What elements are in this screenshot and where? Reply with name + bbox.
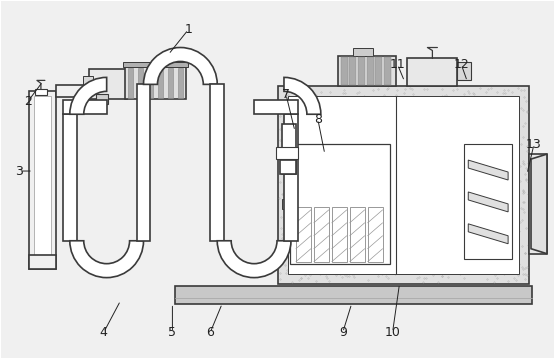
Bar — [338, 56, 396, 87]
Bar — [210, 84, 224, 241]
Text: 4: 4 — [100, 326, 108, 339]
Wedge shape — [70, 241, 144, 278]
Bar — [158, 69, 163, 98]
Bar — [457, 62, 471, 80]
Bar — [178, 69, 183, 98]
Bar — [280, 160, 296, 174]
Bar — [284, 114, 298, 241]
Polygon shape — [468, 192, 508, 212]
Text: 10: 10 — [385, 326, 401, 339]
Bar — [296, 207, 311, 262]
Bar — [353, 47, 372, 56]
Bar — [168, 69, 173, 98]
Bar — [314, 207, 329, 262]
Bar — [357, 57, 365, 85]
Text: 2: 2 — [24, 95, 32, 108]
Bar — [290, 144, 390, 264]
Bar — [282, 124, 296, 174]
Bar — [465, 144, 512, 259]
Wedge shape — [70, 78, 107, 114]
Bar — [29, 91, 56, 269]
Bar — [282, 199, 292, 209]
Bar — [341, 57, 348, 85]
Bar — [350, 207, 365, 262]
Bar — [529, 154, 547, 254]
Bar — [34, 96, 51, 264]
Bar — [375, 57, 382, 85]
Bar — [332, 207, 347, 262]
Bar — [384, 57, 391, 85]
Text: 8: 8 — [314, 113, 322, 126]
Bar — [137, 84, 150, 241]
Bar — [254, 100, 298, 114]
Text: 9: 9 — [339, 326, 347, 339]
Bar — [29, 255, 56, 269]
Polygon shape — [468, 160, 508, 180]
Bar — [278, 87, 529, 284]
Bar — [276, 147, 298, 159]
Bar — [35, 89, 47, 95]
Bar — [56, 85, 95, 97]
Bar — [83, 76, 93, 94]
Bar — [349, 57, 356, 85]
Text: 1: 1 — [184, 23, 192, 36]
Text: 7: 7 — [282, 88, 290, 101]
Bar — [148, 69, 153, 98]
Bar — [89, 69, 127, 99]
Text: 11: 11 — [390, 58, 405, 71]
Polygon shape — [531, 154, 547, 254]
Wedge shape — [217, 241, 291, 278]
Wedge shape — [284, 78, 321, 114]
Bar — [128, 69, 133, 98]
Bar — [63, 114, 77, 241]
Bar — [175, 286, 532, 303]
Wedge shape — [144, 47, 217, 84]
Bar — [63, 100, 107, 114]
Text: 12: 12 — [453, 58, 469, 71]
Polygon shape — [468, 224, 508, 244]
Bar — [367, 207, 382, 262]
Text: 3: 3 — [15, 164, 23, 178]
Bar — [95, 94, 108, 104]
Bar — [123, 62, 188, 67]
Bar — [407, 59, 457, 87]
Bar — [288, 96, 519, 274]
Text: 13: 13 — [526, 137, 542, 151]
Bar — [138, 69, 143, 98]
Bar — [367, 57, 374, 85]
Bar — [124, 67, 186, 99]
Text: 5: 5 — [168, 326, 176, 339]
Text: 6: 6 — [206, 326, 214, 339]
